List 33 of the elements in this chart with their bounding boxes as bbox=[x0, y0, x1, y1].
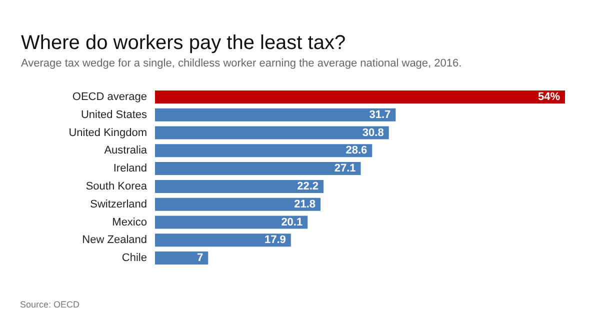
bar bbox=[155, 252, 208, 265]
bar bbox=[155, 216, 308, 229]
data-label: 7 bbox=[197, 252, 204, 264]
y-tick-label: Switzerland bbox=[90, 198, 147, 210]
y-tick-label: United States bbox=[80, 108, 148, 121]
bar bbox=[155, 198, 321, 211]
bar bbox=[155, 180, 324, 193]
y-tick-label: New Zealand bbox=[82, 234, 147, 246]
data-label: 54% bbox=[538, 90, 560, 103]
bar bbox=[155, 162, 361, 176]
y-tick-label: Ireland bbox=[113, 162, 147, 175]
y-tick-label: Mexico bbox=[112, 216, 147, 228]
bar bbox=[155, 144, 372, 158]
y-tick-label: Australia bbox=[104, 144, 148, 157]
y-tick-label: United Kingdom bbox=[68, 126, 147, 139]
bar bbox=[155, 234, 291, 247]
data-label: 30.8 bbox=[362, 126, 384, 139]
data-label: 21.8 bbox=[294, 198, 316, 210]
source-note: Source: OECD bbox=[20, 300, 80, 310]
data-label: 28.6 bbox=[346, 144, 368, 157]
chart-title: Where do workers pay the least tax? bbox=[21, 32, 346, 54]
y-tick-label: OECD average bbox=[72, 90, 147, 103]
data-label: 20.1 bbox=[281, 216, 303, 228]
bar bbox=[155, 126, 389, 140]
y-tick-label: South Korea bbox=[86, 180, 148, 192]
chart-subtitle: Average tax wedge for a single, childless worker earning the average national wage, 2016. bbox=[21, 58, 462, 70]
bar bbox=[155, 90, 565, 104]
data-label: 31.7 bbox=[369, 108, 391, 121]
y-tick-label: Chile bbox=[122, 252, 147, 264]
data-label: 27.1 bbox=[334, 162, 356, 175]
data-label: 17.9 bbox=[264, 234, 286, 246]
bar bbox=[155, 108, 396, 122]
data-label: 22.2 bbox=[297, 180, 319, 192]
